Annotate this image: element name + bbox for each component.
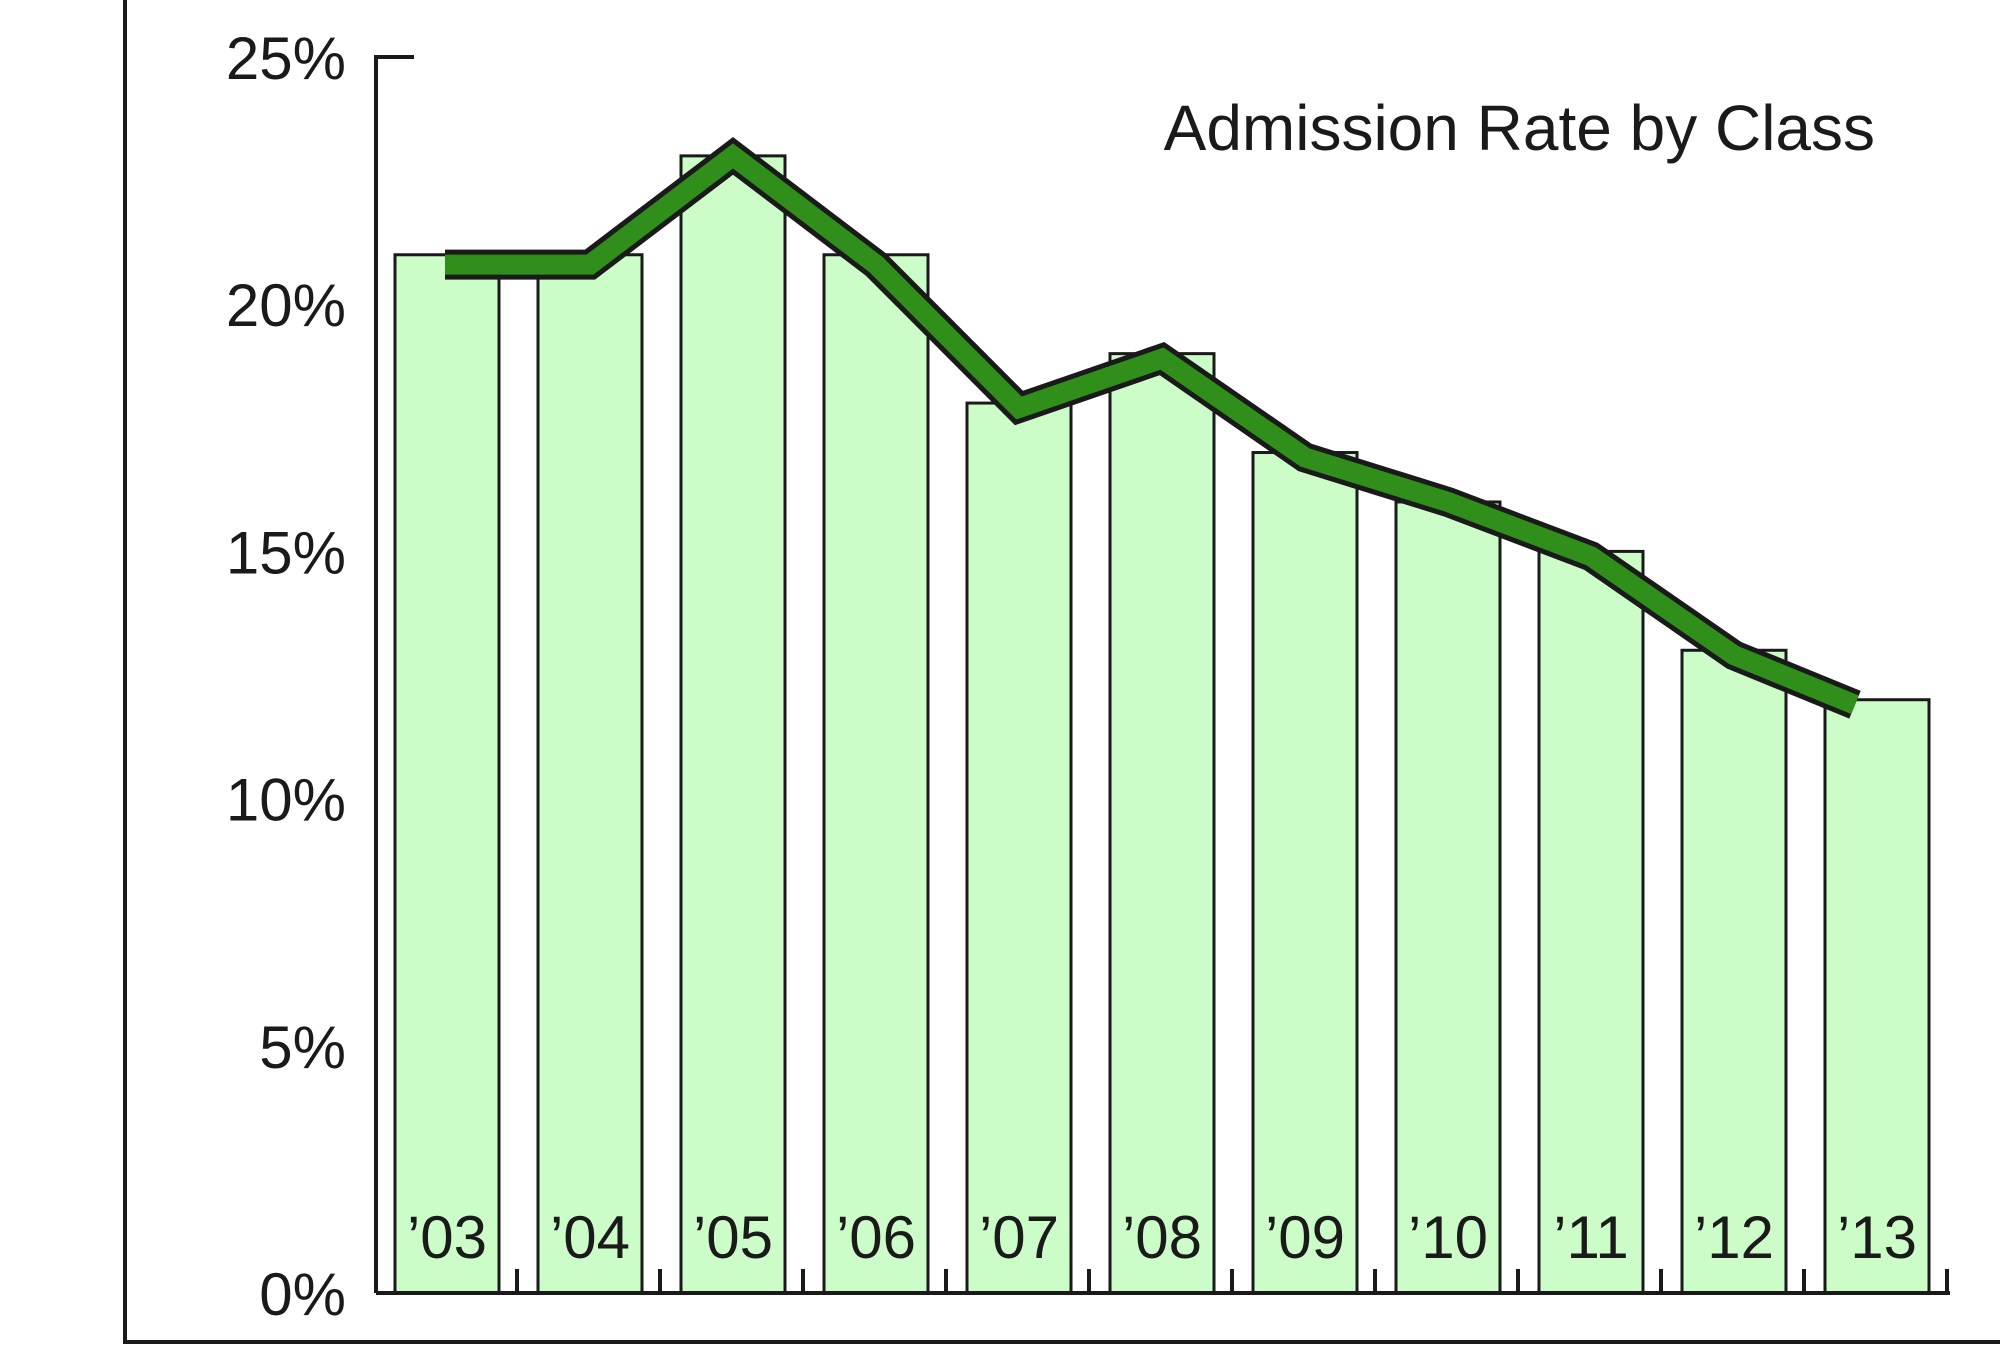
bar-2 — [679, 154, 787, 1295]
axes-layer — [374, 55, 1950, 1295]
x-tick-label-3: ’06 — [836, 1204, 916, 1271]
bar-9 — [1680, 648, 1788, 1295]
x-tick-label-9: ’12 — [1694, 1204, 1774, 1271]
x-tick-label-5: ’08 — [1122, 1204, 1202, 1271]
y-tick-label-5: 25% — [226, 25, 346, 92]
bar-7 — [1394, 500, 1502, 1295]
bar-8 — [1537, 549, 1645, 1295]
y-tick-label-4: 20% — [226, 272, 346, 339]
bar-3 — [822, 253, 930, 1295]
trend-line — [445, 143, 1859, 714]
bars-layer — [393, 154, 1931, 1295]
x-tick-label-6: ’09 — [1265, 1204, 1345, 1271]
bar-10 — [1823, 698, 1931, 1295]
chart-frame — [123, 0, 2000, 1344]
x-tick-label-7: ’10 — [1408, 1204, 1488, 1271]
x-tick-label-2: ’05 — [693, 1204, 773, 1271]
bar-0 — [393, 253, 501, 1295]
bar-6 — [1251, 451, 1359, 1295]
x-tick-label-10: ’13 — [1837, 1204, 1917, 1271]
y-tick-label-1: 5% — [259, 1014, 346, 1081]
line-layer — [445, 137, 1861, 719]
x-tick-label-4: ’07 — [979, 1204, 1059, 1271]
y-tick-label-3: 15% — [226, 519, 346, 586]
x-tick-label-1: ’04 — [550, 1204, 630, 1271]
bar-1 — [536, 253, 644, 1295]
x-tick-label-0: ’03 — [407, 1204, 487, 1271]
chart-title: Admission Rate by Class — [1164, 92, 1875, 164]
y-tick-label-2: 10% — [226, 767, 346, 834]
x-tick-label-8: ’11 — [1553, 1204, 1629, 1271]
bar-5 — [1108, 352, 1216, 1295]
bar-4 — [965, 401, 1073, 1295]
labels-layer: ’03 ’04 ’05 ’06 ’07 ’08 ’09 ’10 ’11 ’12 ’13 0% 5% 10%… — [226, 25, 1917, 1328]
y-tick-label-0: 0% — [259, 1261, 346, 1328]
